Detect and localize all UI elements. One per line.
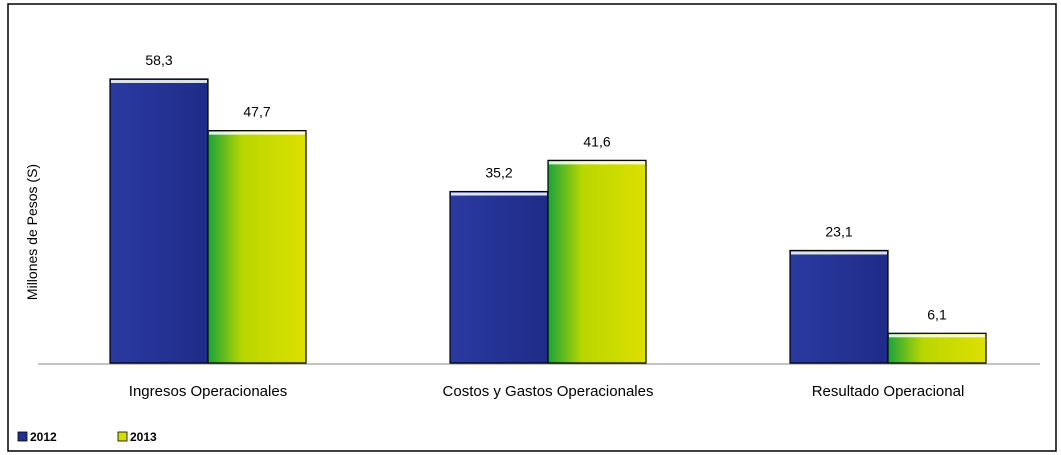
legend-label-2013: 2013 (130, 430, 157, 444)
value-labels-group: 58,3 47,7 35,2 41,6 23,1 6,1 (145, 52, 947, 322)
bar-2012-3 (789, 249, 889, 364)
value-label-2013-2: 41,6 (583, 133, 610, 149)
bars-group (109, 78, 987, 364)
legend: 2012 2013 (17, 430, 157, 444)
bar-highlight (209, 131, 305, 135)
y-axis-title: Millones de Pesos (S) (24, 164, 40, 300)
category-labels-group: Ingresos Operacionales Costos y Gastos Op… (129, 383, 965, 400)
bar-highlight (791, 251, 887, 255)
value-label-2013-3: 6,1 (927, 306, 947, 322)
bar-highlight (111, 80, 207, 83)
bar-2012-1 (109, 78, 209, 364)
value-label-2013-1: 47,7 (243, 104, 270, 120)
bar-highlight (889, 334, 985, 338)
value-label-2012-2: 35,2 (485, 165, 512, 181)
bar-2013-2 (547, 159, 647, 364)
value-label-2012-3: 23,1 (825, 223, 852, 239)
category-label-2: Costos y Gastos Operacionales (443, 383, 654, 400)
legend-swatch-2013 (117, 431, 128, 442)
value-label-2012-1: 58,3 (145, 52, 172, 68)
bar-highlight (451, 192, 547, 196)
legend-label-2012: 2012 (30, 430, 57, 444)
bar-highlight (549, 161, 645, 165)
category-label-1: Ingresos Operacionales (129, 383, 287, 400)
bar-2012-2 (449, 190, 549, 364)
bar-2013-1 (207, 130, 307, 364)
legend-swatch-2012 (17, 431, 28, 442)
bar-2013-3 (887, 332, 987, 364)
category-label-3: Resultado Operacional (812, 383, 965, 400)
